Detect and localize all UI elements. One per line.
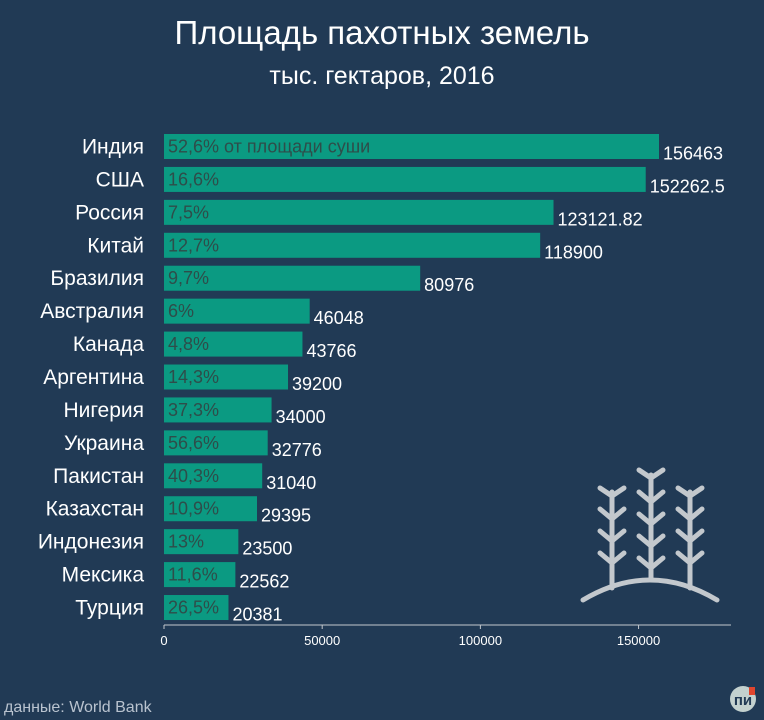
bar-10 (164, 463, 263, 489)
value-label: 39200 (292, 374, 342, 394)
category-label: Индия (82, 136, 144, 159)
value-label: 156463 (663, 144, 723, 164)
value-label: 31040 (266, 473, 316, 493)
value-label: 80976 (424, 275, 474, 295)
category-label: Австралия (40, 300, 144, 323)
bar-4 (164, 265, 421, 291)
bar-9 (164, 430, 268, 456)
share-label: 10,9% (168, 499, 219, 519)
value-label: 22562 (239, 572, 289, 592)
share-label: 40,3% (168, 466, 219, 486)
category-label: США (96, 168, 144, 191)
x-tick-label: 50000 (304, 633, 340, 648)
bars-group: Индия 52,6% от площади суши 156463 США 16,6%… (38, 134, 725, 625)
bar-11 (164, 496, 257, 522)
bar-1 (164, 166, 646, 192)
logo-text: пи (734, 692, 752, 709)
x-tick-label: 0 (160, 633, 167, 648)
bar-3 (164, 232, 541, 258)
bar-12 (164, 529, 239, 555)
bar-13 (164, 562, 236, 588)
bar-14 (164, 595, 229, 621)
bar-8 (164, 397, 272, 423)
value-label: 46048 (314, 308, 364, 328)
category-label: Украина (64, 432, 144, 455)
x-tick-label: 150000 (617, 633, 660, 648)
x-axis: 0 50000 100000 150000 (160, 624, 731, 648)
value-label: 123121.82 (558, 209, 643, 229)
value-label: 118900 (544, 242, 603, 262)
category-label: Китай (87, 234, 144, 257)
share-label: 12,7% (168, 235, 219, 255)
category-label: Пакистан (53, 465, 144, 488)
value-label: 152262.5 (650, 176, 725, 196)
share-label: 11,6% (168, 565, 218, 585)
category-label: Нигерия (63, 399, 144, 422)
category-label: Россия (75, 201, 144, 224)
share-label: 7,5% (168, 202, 209, 222)
value-label: 34000 (276, 407, 326, 427)
logo: пи (730, 686, 756, 712)
wheat-sprouts-icon (580, 467, 720, 603)
share-label: 16,6% (168, 169, 219, 189)
share-label: 37,3% (168, 400, 219, 420)
bar-2 (164, 199, 554, 225)
bar-0 (164, 134, 659, 159)
share-label: 52,6% от площади суши (168, 137, 370, 157)
share-label: 26,5% (168, 598, 219, 618)
share-label: 6% (168, 301, 194, 321)
value-label: 29395 (261, 506, 311, 526)
chart-title: Площадь пахотных земель (174, 14, 589, 51)
bar-7 (164, 364, 289, 390)
share-label: 14,3% (168, 367, 219, 387)
category-label: Турция (75, 597, 144, 620)
category-label: Казахстан (46, 498, 144, 521)
bar-6 (164, 331, 303, 357)
category-label: Аргентина (43, 366, 144, 389)
category-label: Канада (73, 333, 144, 356)
bar-5 (164, 298, 310, 324)
source-note: данные: World Bank (4, 699, 153, 716)
category-label: Мексика (62, 564, 145, 587)
share-label: 9,7% (168, 268, 209, 288)
value-label: 20381 (232, 605, 282, 625)
value-label: 32776 (272, 440, 322, 460)
category-label: Индонезия (38, 531, 144, 554)
x-tick-label: 100000 (459, 633, 502, 648)
value-label: 43766 (306, 341, 356, 361)
value-label: 23500 (242, 539, 292, 559)
share-label: 56,6% (168, 433, 219, 453)
share-label: 4,8% (168, 334, 209, 354)
share-label: 13% (168, 532, 204, 552)
category-label: Бразилия (50, 267, 144, 290)
chart-subtitle: тыс. гектаров, 2016 (269, 62, 494, 90)
